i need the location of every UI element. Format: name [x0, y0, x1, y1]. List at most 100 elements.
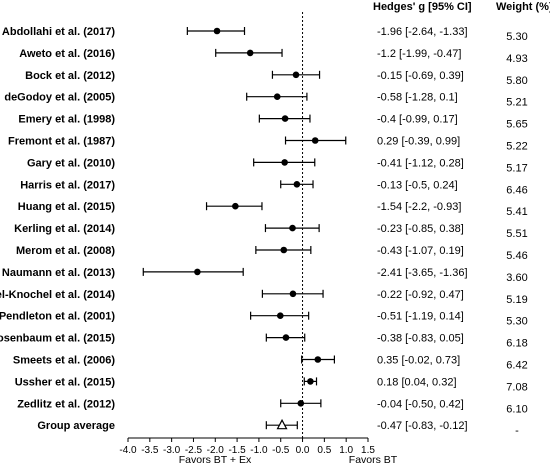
effect-column-header: Hedges' g [95% CI]	[373, 1, 472, 13]
study-label: Harris et al. (2017)	[20, 179, 115, 191]
x-tick-label: -3.0	[163, 445, 181, 456]
point-estimate-marker	[213, 27, 221, 35]
weight-text: 5.19	[506, 294, 527, 306]
effect-ci-text: -1.96 [-2.64, -1.33]	[377, 26, 468, 38]
effect-ci-text: -0.47 [-0.83, -0.12]	[377, 420, 468, 432]
point-estimate-marker	[273, 93, 281, 100]
study-label: Smeets et al. (2006)	[13, 355, 115, 367]
study-row: Ussher et al. (2015) 0.18 [0.04, 0.32] 7.0…	[15, 376, 528, 393]
point-estimate-marker	[246, 49, 254, 57]
effect-ci-text: -0.38 [-0.83, 0.05]	[377, 333, 464, 345]
weight-text: 5.65	[506, 119, 527, 131]
study-label: Abdollahi et al. (2017)	[2, 26, 115, 38]
effect-ci-text: -0.58 [-1.28, 0.1]	[377, 92, 458, 104]
x-tick-label: -0.5	[272, 445, 290, 456]
weight-text: 7.08	[506, 381, 527, 393]
x-tick-label: 0.5	[317, 445, 331, 456]
study-row: Huang et al. (2015) -1.54 [-2.2, -0.93] 5.…	[18, 201, 528, 218]
point-estimate-marker	[297, 400, 305, 407]
point-estimate-marker	[281, 115, 289, 122]
effect-ci-text: -1.54 [-2.2, -0.93]	[377, 201, 461, 213]
study-row: Fremont et al. (1987) 0.29 [-0.39, 0.99] 5…	[8, 136, 528, 153]
favors-labels: Favors BT + Ex Favors BT	[179, 454, 398, 466]
study-row: deGodoy et al. (2005) -0.58 [-1.28, 0.1] 5…	[4, 92, 527, 109]
study-rows: Abdollahi et al. (2017) -1.96 [-2.64, -1.…	[0, 26, 528, 437]
x-tick-label: 1.0	[339, 445, 353, 456]
x-tick-label: -3.5	[141, 445, 159, 456]
study-row: Oertel-Knochel et al. (2014) -0.22 [-0.92…	[0, 289, 528, 306]
weight-text: 6.18	[506, 338, 527, 350]
study-label: Huang et al. (2015)	[18, 201, 116, 213]
weight-column-header: Weight (%)	[496, 1, 550, 13]
study-label: Aweto et al. (2016)	[19, 48, 115, 60]
effect-ci-text: -0.04 [-0.50, 0.42]	[377, 398, 464, 410]
point-estimate-marker	[289, 224, 296, 232]
point-estimate-marker	[281, 159, 288, 166]
study-label: Naumann et al. (2013)	[2, 267, 115, 279]
column-headers: Hedges' g [95% CI] Weight (%)	[373, 1, 550, 13]
study-row: Rosenbaum et al. (2015) -0.38 [-0.83, 0.0…	[0, 333, 528, 350]
study-label: Rosenbaum et al. (2015)	[0, 333, 115, 345]
weight-text: 5.46	[506, 250, 527, 262]
point-estimate-marker	[232, 202, 239, 210]
x-tick-label: 0.0	[296, 445, 310, 456]
effect-ci-text: -1.2 [-1.99, -0.47]	[377, 48, 461, 60]
point-estimate-marker	[276, 312, 284, 320]
study-label: Oertel-Knochel et al. (2014)	[0, 289, 115, 301]
weight-text: 5.80	[506, 75, 527, 87]
weight-text: 5.41	[506, 206, 527, 218]
study-row: Naumann et al. (2013) -2.41 [-3.65, -1.36…	[2, 267, 528, 284]
effect-ci-text: -2.41 [-3.65, -1.36]	[377, 267, 468, 279]
effect-ci-text: -0.22 [-0.92, 0.47]	[377, 289, 464, 301]
study-row: Harris et al. (2017) -0.13 [-0.5, 0.24] 6.…	[20, 179, 527, 196]
summary-row: Group average -0.47 [-0.83, -0.12] -	[37, 418, 519, 437]
x-tick-label: 1.5	[361, 445, 375, 456]
study-row: Abdollahi et al. (2017) -1.96 [-2.64, -1.…	[2, 26, 528, 43]
x-tick-label: -2.5	[185, 445, 203, 456]
effect-ci-text: -0.13 [-0.5, 0.24]	[377, 179, 458, 191]
study-label: Bock et al. (2012)	[25, 70, 115, 82]
study-row: Merom et al. (2008) -0.43 [-1.07, 0.19] 5.…	[16, 245, 528, 262]
point-estimate-marker	[293, 181, 301, 188]
effect-ci-text: 0.18 [0.04, 0.32]	[377, 376, 457, 388]
weight-text: 3.60	[506, 272, 527, 284]
effect-ci-text: -0.4 [-0.99, 0.17]	[377, 114, 458, 126]
study-row: Smeets et al. (2006) 0.35 [-0.02, 0.73] 6.…	[13, 355, 528, 372]
study-label: Zedlitz et al. (2012)	[17, 398, 115, 410]
study-label: Emery et al. (1998)	[18, 114, 115, 126]
study-label: Fremont et al. (1987)	[8, 136, 115, 148]
weight-text: -	[515, 425, 519, 437]
point-estimate-marker	[292, 71, 300, 79]
study-row: Gary et al. (2010) -0.41 [-1.12, 0.28] 5.1…	[27, 157, 528, 174]
effect-ci-text: -0.41 [-1.12, 0.28]	[377, 157, 464, 169]
weight-text: 6.10	[506, 403, 527, 415]
effect-ci-text: 0.35 [-0.02, 0.73]	[377, 355, 460, 367]
study-label: Gary et al. (2010)	[27, 157, 115, 169]
study-row: Bock et al. (2012) -0.15 [-0.69, 0.39] 5.8…	[25, 70, 528, 87]
point-estimate-marker	[194, 268, 201, 276]
favors-left-label: Favors BT + Ex	[179, 454, 252, 466]
study-label: deGodoy et al. (2005)	[4, 92, 115, 104]
favors-right-label: Favors BT	[349, 454, 398, 466]
weight-text: 5.17	[506, 162, 527, 174]
summary-label: Group average	[37, 420, 115, 432]
x-tick-label: -1.0	[250, 445, 268, 456]
study-row: Zedlitz et al. (2012) -0.04 [-0.50, 0.42]…	[17, 398, 528, 415]
x-axis: -4.0 -3.5 -3.0 -2.5 -2.0 -1.5 -1.0 -0.5 0.0 0.5 1.…	[119, 12, 375, 456]
study-row: Aweto et al. (2016) -1.2 [-1.99, -0.47] 4.…	[19, 48, 527, 65]
weight-text: 4.93	[506, 53, 527, 65]
study-row: Emery et al. (1998) -0.4 [-0.99, 0.17] 5.6…	[18, 114, 527, 131]
point-estimate-marker	[307, 378, 314, 385]
weight-text: 5.22	[506, 141, 527, 153]
effect-ci-text: -0.23 [-0.85, 0.38]	[377, 223, 464, 235]
point-estimate-marker	[311, 137, 319, 144]
weight-text: 5.30	[506, 31, 527, 43]
weight-text: 6.46	[506, 184, 527, 196]
study-row: Kerling et al. (2014) -0.23 [-0.85, 0.38]…	[14, 223, 528, 240]
weight-text: 5.21	[506, 97, 527, 109]
point-estimate-marker	[314, 356, 322, 363]
study-label: Kerling et al. (2014)	[14, 223, 115, 235]
weight-text: 6.42	[506, 360, 527, 372]
x-tick-label: -4.0	[119, 445, 137, 456]
